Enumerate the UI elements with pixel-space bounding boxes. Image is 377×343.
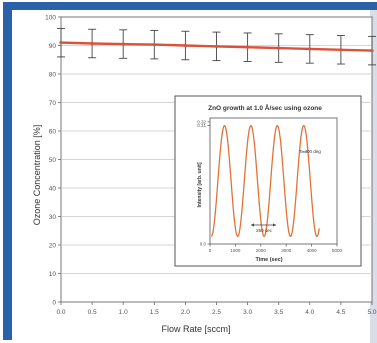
- inset-annotation-temperature: T=400 deg: [299, 149, 321, 154]
- inset-chart: ZnO growth at 1.0 Å/sec using ozone 0 100…: [174, 95, 362, 267]
- main-x-axis-label: Flow Rate [sccm]: [161, 324, 230, 334]
- inset-title: ZnO growth at 1.0 Å/sec using ozone: [208, 103, 322, 112]
- main-y-tick-label: 50: [49, 157, 57, 164]
- main-axes-text: 0 10 20 30 40 50 60 70 80 90 100 0.0 0.5 1.0 1.5 2.0 2.5…: [45, 15, 377, 317]
- inset-x-tick-label: 0: [209, 248, 212, 253]
- main-data-point: [90, 41, 94, 46]
- main-y-tick-label: 30: [49, 214, 57, 221]
- inset-y-tick-label: 0.31: [197, 123, 206, 128]
- inset-x-tick-label: 4000: [307, 248, 318, 253]
- inset-annotation-period: 260 sec: [256, 228, 273, 233]
- main-data-point: [183, 43, 187, 48]
- inset-x-tick-label: 5000: [332, 248, 343, 253]
- main-x-tick-label: 1.0: [119, 309, 128, 316]
- main-data-point: [308, 47, 312, 51]
- main-x-tick-label: 0.5: [88, 309, 97, 316]
- main-y-tick-label: 40: [49, 186, 57, 193]
- inset-y-tick-label: 0.32: [197, 119, 206, 124]
- main-data-point: [59, 41, 63, 45]
- right-border-strip: [370, 10, 377, 343]
- main-x-tick-label: 3.0: [243, 309, 252, 316]
- main-data-point: [370, 49, 374, 53]
- main-y-tick-label: 20: [49, 243, 57, 250]
- main-y-tick-label: 80: [49, 72, 57, 79]
- inset-period-arrowhead-right: [273, 223, 276, 227]
- main-y-tick-label: 0: [52, 300, 56, 307]
- main-x-tick-label: 2.5: [212, 309, 221, 316]
- main-data-point: [214, 44, 219, 48]
- main-x-tick-label: 2.0: [181, 309, 190, 316]
- main-data-point: [339, 48, 343, 52]
- main-data-point: [246, 45, 250, 49]
- main-x-tick-label: 3.5: [274, 309, 283, 316]
- inset-x-axis-label: Time (sec): [255, 257, 282, 263]
- main-x-tick-label: 4.5: [336, 309, 345, 316]
- inset-y-tick-label: 0.0: [200, 242, 207, 247]
- main-x-tick-label: 5.0: [367, 309, 376, 316]
- inset-x-tick-label: 3000: [281, 248, 292, 253]
- inset-y-axis-label: Intensity [arb. unit]: [197, 162, 203, 207]
- inset-x-tick-label: 2000: [256, 248, 267, 253]
- main-y-tick-label: 70: [49, 100, 57, 107]
- main-y-tick-label: 100: [45, 15, 56, 22]
- inset-x-tick-label: 1000: [230, 248, 241, 253]
- main-x-tick-label: 4.0: [305, 309, 314, 316]
- main-data-point: [277, 46, 281, 50]
- main-x-tick-label: 0.0: [56, 309, 65, 316]
- inset-oscillation-curve: [210, 124, 320, 238]
- main-y-tick-label: 60: [49, 129, 57, 136]
- main-y-tick-label: 10: [49, 271, 57, 278]
- main-y-tick-label: 90: [49, 43, 57, 50]
- main-x-tick-label: 1.5: [150, 309, 159, 316]
- inset-period-arrowhead-left: [251, 223, 254, 227]
- main-y-axis-label: Ozone Concentration [%]: [32, 125, 42, 226]
- main-data-point: [121, 42, 125, 46]
- main-data-point: [152, 43, 156, 47]
- inset-plot: 0 1000 2000 3000 4000 5000 0.0 0.310.32: [197, 117, 343, 253]
